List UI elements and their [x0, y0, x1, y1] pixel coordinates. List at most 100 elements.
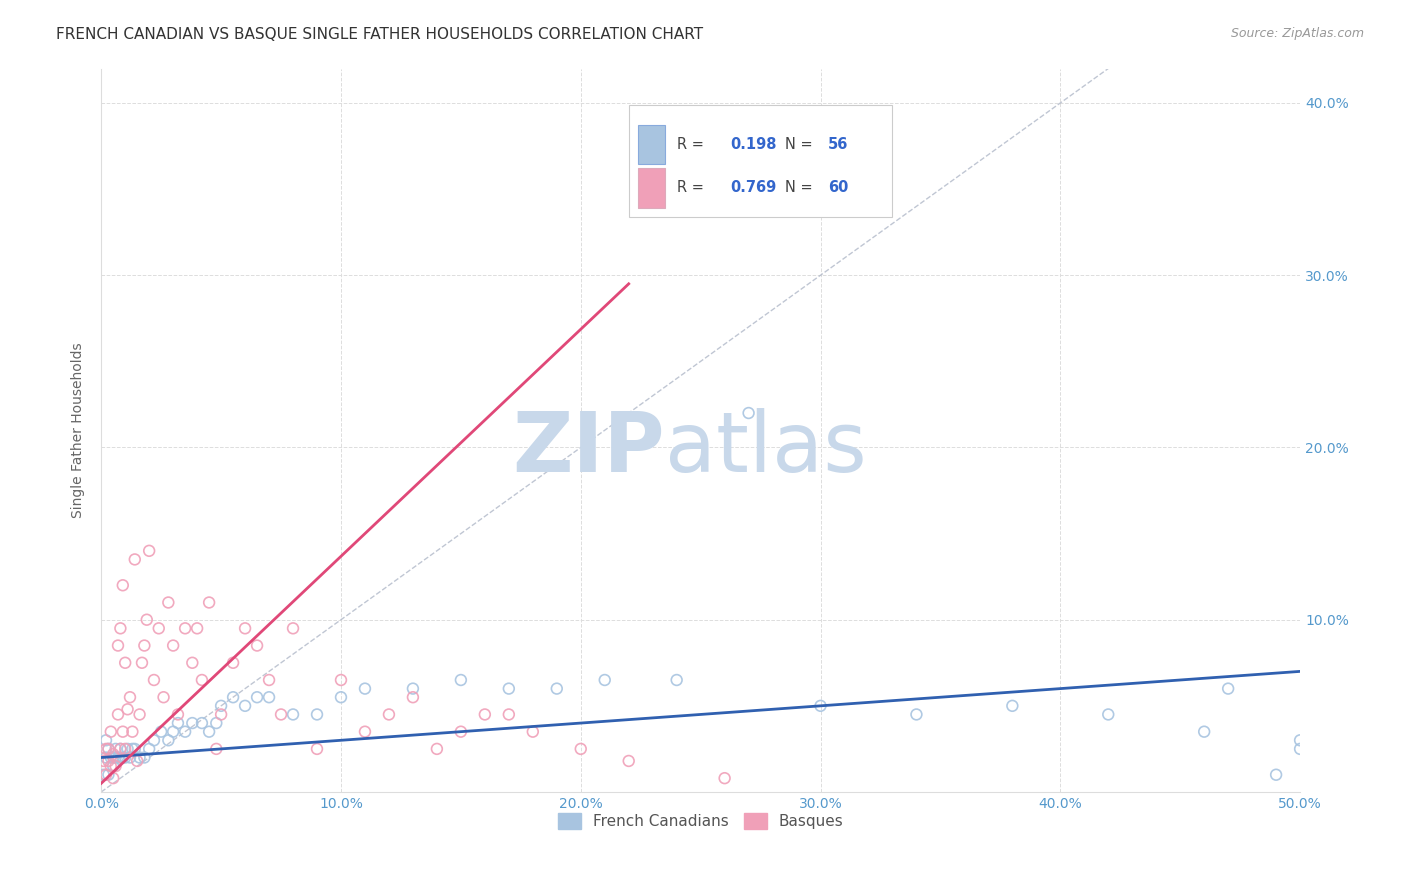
Point — [138, 742, 160, 756]
Point — [205, 716, 228, 731]
FancyBboxPatch shape — [638, 125, 665, 164]
Text: Source: ZipAtlas.com: Source: ZipAtlas.com — [1230, 27, 1364, 40]
Point — [246, 690, 269, 705]
Point — [100, 724, 122, 739]
Point — [205, 742, 228, 756]
Point — [330, 673, 353, 687]
Point — [1265, 768, 1288, 782]
Point — [150, 724, 173, 739]
Point — [111, 578, 134, 592]
Text: N =: N = — [785, 180, 817, 195]
Point — [181, 656, 204, 670]
Point — [110, 742, 132, 756]
Point — [143, 673, 166, 687]
Text: 56: 56 — [828, 137, 848, 152]
Point — [148, 621, 170, 635]
Point — [1001, 698, 1024, 713]
Point — [110, 621, 132, 635]
Point — [107, 750, 129, 764]
Point — [450, 724, 472, 739]
Point — [810, 698, 832, 713]
Point — [257, 690, 280, 705]
Point — [97, 768, 120, 782]
Point — [402, 681, 425, 696]
Point — [402, 690, 425, 705]
Point — [354, 681, 377, 696]
Point — [198, 595, 221, 609]
Point — [97, 742, 120, 756]
Point — [138, 544, 160, 558]
Point — [498, 681, 520, 696]
Point — [111, 750, 134, 764]
Point — [135, 613, 157, 627]
Text: R =: R = — [676, 180, 709, 195]
Point — [198, 724, 221, 739]
Point — [593, 673, 616, 687]
Point — [270, 707, 292, 722]
Point — [174, 621, 197, 635]
Point — [1218, 681, 1240, 696]
Point — [107, 707, 129, 722]
Y-axis label: Single Father Households: Single Father Households — [72, 343, 86, 518]
Point — [124, 552, 146, 566]
Point — [143, 733, 166, 747]
Point — [93, 754, 115, 768]
Point — [186, 621, 208, 635]
Text: 60: 60 — [828, 180, 848, 195]
Point — [1289, 733, 1312, 747]
FancyBboxPatch shape — [638, 168, 665, 208]
Point — [111, 724, 134, 739]
Text: FRENCH CANADIAN VS BASQUE SINGLE FATHER HOUSEHOLDS CORRELATION CHART: FRENCH CANADIAN VS BASQUE SINGLE FATHER … — [56, 27, 703, 42]
Point — [181, 716, 204, 731]
Point — [474, 707, 496, 722]
Point — [103, 771, 125, 785]
Point — [281, 707, 304, 722]
Point — [617, 754, 640, 768]
Point — [93, 768, 115, 782]
Point — [121, 724, 143, 739]
Point — [305, 742, 328, 756]
Point — [94, 768, 117, 782]
Point — [191, 673, 214, 687]
Point — [121, 742, 143, 756]
Point — [167, 707, 190, 722]
Point — [1097, 707, 1119, 722]
Point — [246, 639, 269, 653]
Point — [737, 406, 759, 420]
Point — [118, 690, 141, 705]
Point — [100, 759, 122, 773]
Point — [128, 707, 150, 722]
Point — [157, 595, 180, 609]
Point — [94, 750, 117, 764]
FancyBboxPatch shape — [628, 104, 893, 217]
Point — [222, 690, 245, 705]
Point — [378, 707, 401, 722]
Text: 0.198: 0.198 — [731, 137, 778, 152]
Point — [107, 639, 129, 653]
Point — [110, 742, 132, 756]
Point — [134, 750, 156, 764]
Text: 0.769: 0.769 — [731, 180, 778, 195]
Point — [103, 747, 125, 761]
Point — [162, 724, 184, 739]
Point — [354, 724, 377, 739]
Point — [94, 742, 117, 756]
Point — [114, 742, 136, 756]
Legend: French Canadians, Basques: French Canadians, Basques — [551, 806, 849, 835]
Point — [426, 742, 449, 756]
Point — [498, 707, 520, 722]
Point — [569, 742, 592, 756]
Point — [174, 724, 197, 739]
Point — [94, 733, 117, 747]
Point — [522, 724, 544, 739]
Point — [128, 750, 150, 764]
Point — [233, 621, 256, 635]
Point — [281, 621, 304, 635]
Point — [127, 754, 149, 768]
Point — [330, 690, 353, 705]
Point — [103, 759, 125, 773]
Text: ZIP: ZIP — [512, 408, 665, 489]
Point — [152, 690, 174, 705]
Point — [104, 742, 127, 756]
Point — [167, 716, 190, 731]
